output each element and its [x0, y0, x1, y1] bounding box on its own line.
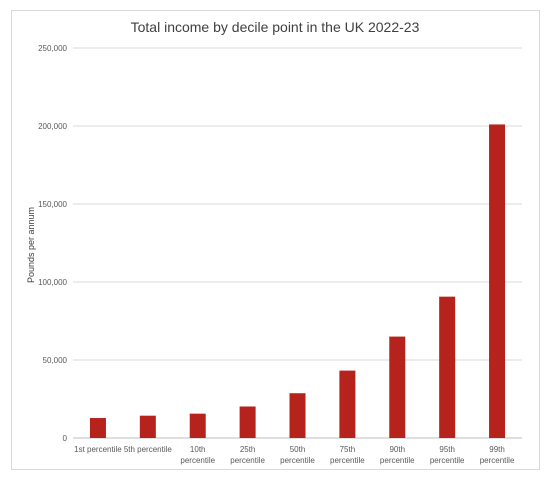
- bars: [89, 124, 506, 438]
- bar: [139, 415, 156, 438]
- bar: [189, 413, 206, 438]
- y-tick-label: 200,000: [38, 122, 67, 131]
- x-axis-ticks: 1st percentile 5th percentile 10th percenti…: [74, 445, 515, 465]
- chart-title: Total income by decile point in the UK 2…: [130, 19, 420, 35]
- y-tick-label: 150,000: [38, 200, 67, 209]
- x-tick-label: 10th percentile: [180, 445, 215, 465]
- bar: [389, 336, 406, 438]
- x-tick-label: 25th percentile: [230, 445, 265, 465]
- y-tick-label: 250,000: [38, 44, 67, 53]
- y-tick-label: 50,000: [43, 356, 68, 365]
- x-tick-label: 95th percentile: [430, 445, 465, 465]
- x-tick-label: 50th percentile: [280, 445, 315, 465]
- x-tick-label: 90th percentile: [380, 445, 415, 465]
- y-tick-label: 0: [63, 434, 68, 443]
- bar: [289, 393, 306, 438]
- x-tick-label: 1st percentile: [74, 445, 122, 454]
- y-tick-label: 100,000: [38, 278, 67, 287]
- y-axis-ticks: 0 50,000 100,000 150,000 200,000 250,000: [38, 44, 67, 443]
- x-tick-label: 5th percentile: [124, 445, 173, 454]
- x-tick-label: 75th percentile: [330, 445, 365, 465]
- bar: [489, 124, 506, 438]
- bar: [339, 370, 356, 438]
- bar: [239, 406, 256, 438]
- x-tick-label: 99th percentile: [480, 445, 515, 465]
- bar: [89, 418, 106, 438]
- bar: [439, 296, 456, 438]
